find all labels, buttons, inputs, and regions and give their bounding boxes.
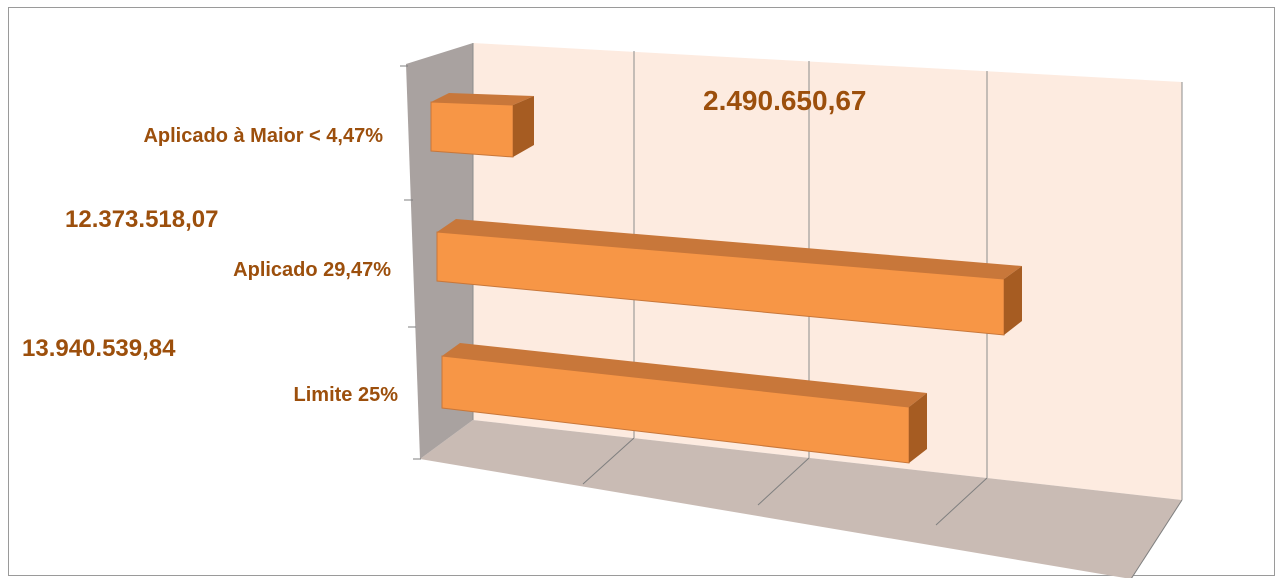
floor-gridline xyxy=(757,457,810,506)
bar-top xyxy=(431,93,534,105)
axis-ticks xyxy=(400,65,421,460)
bar-side xyxy=(909,393,927,463)
data-label: 12.373.518,07 xyxy=(65,206,218,233)
category-label: Aplicado à Maior < 4,47% xyxy=(143,125,383,147)
floor-gridline xyxy=(582,437,635,485)
data-label: 13.940.539,84 xyxy=(22,335,176,362)
bar-top xyxy=(442,343,927,407)
bar-front xyxy=(430,101,514,158)
floor-gridline xyxy=(1131,499,1183,578)
bar-top xyxy=(437,219,1022,279)
bar-aplicado-maior xyxy=(430,93,534,158)
category-label: Aplicado 29,47% xyxy=(233,259,391,281)
category-label: Limite 25% xyxy=(294,384,399,406)
bar-side xyxy=(513,96,534,157)
bar-side xyxy=(1004,266,1022,335)
bar-limite xyxy=(441,343,927,464)
floor-gridline xyxy=(935,477,988,526)
bar-aplicado xyxy=(436,219,1022,336)
data-label: 2.490.650,67 xyxy=(703,85,867,116)
floor-gridlines xyxy=(582,437,1183,578)
